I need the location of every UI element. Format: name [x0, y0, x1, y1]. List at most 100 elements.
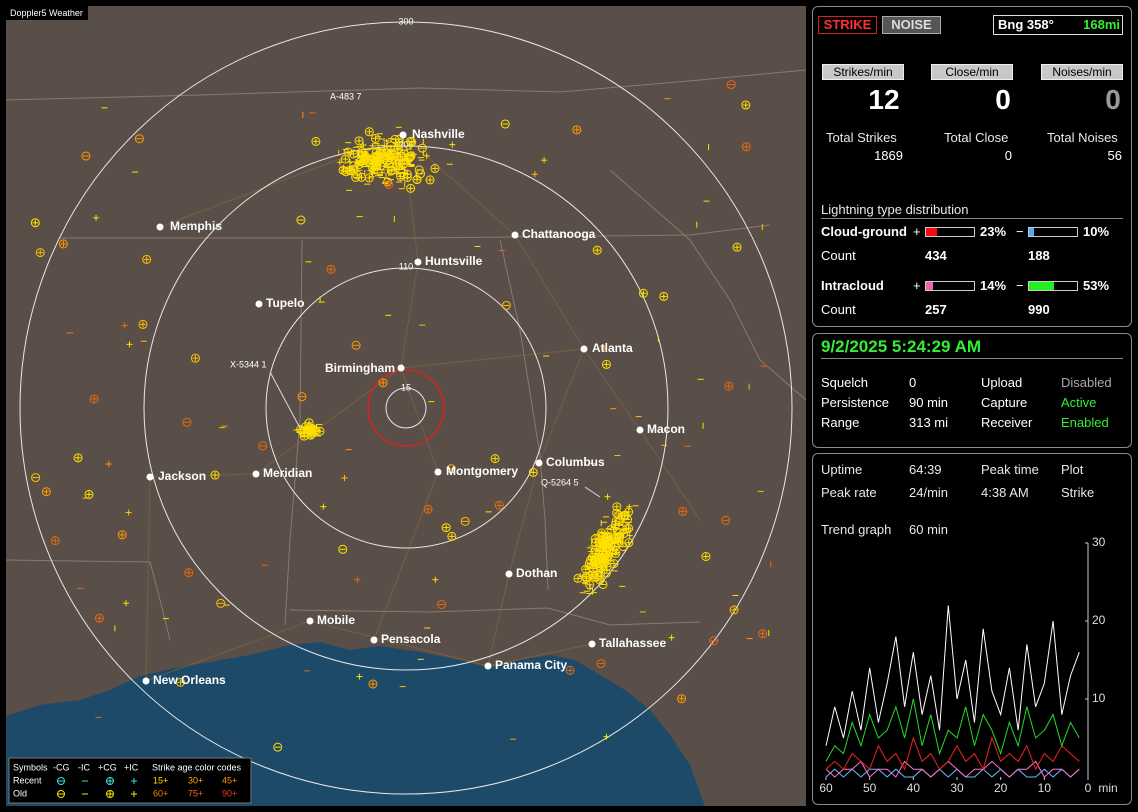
strike-symbol [412, 174, 422, 184]
strike-symbol [357, 172, 367, 182]
pct-label: 10% [1083, 224, 1110, 239]
count-value: 990 [1028, 302, 1050, 317]
pct-label: 53% [1083, 278, 1110, 293]
strike-symbol [724, 381, 734, 391]
strike-symbol [369, 142, 376, 149]
settings-cell: 90 min [909, 395, 949, 410]
strike-symbol [624, 538, 634, 548]
strike-symbol [741, 142, 751, 152]
strike-symbol [58, 239, 68, 249]
trend-line [825, 760, 1080, 778]
strike-symbol [601, 359, 611, 369]
ring-label: 15 [401, 382, 411, 392]
window-title: Doppler5 Weather [6, 6, 88, 20]
legend-header: -IC [78, 762, 90, 772]
strike-symbol [126, 341, 133, 348]
strike-symbol [595, 537, 605, 547]
count-value: 188 [1028, 248, 1050, 263]
strike-symbol [360, 142, 367, 149]
bearing-box [993, 15, 1123, 35]
stats-cell: Trend graph [821, 522, 892, 537]
city: Pensacola [370, 632, 441, 646]
strike-symbol [603, 733, 610, 740]
type-label: Intracloud [821, 278, 884, 293]
strike-symbol [356, 673, 363, 680]
pct-fill [1029, 282, 1055, 290]
strike-symbol [598, 579, 608, 589]
rate-value: 0 [1105, 84, 1121, 115]
city-label: Birmingham [325, 361, 395, 375]
strike-symbol [349, 161, 359, 171]
strike-symbol [81, 151, 91, 161]
strike-symbol [701, 552, 711, 562]
strike-symbol [592, 245, 602, 255]
strike-symbol [396, 151, 406, 161]
strike-symbol [638, 288, 648, 298]
city: Meridian [252, 466, 312, 480]
city: Jackson [146, 469, 206, 483]
stats-cell: 60 min [909, 522, 949, 537]
strike-symbol [595, 542, 605, 552]
strike-symbol [336, 159, 343, 166]
trend-line [825, 768, 1080, 778]
city: Chattanooga [511, 227, 596, 241]
y-tick-label: 10 [1092, 691, 1106, 705]
strike-symbol [423, 152, 430, 159]
distribution-title: Lightning type distribution [821, 202, 969, 217]
strike-symbol [50, 536, 60, 546]
city-label: Macon [647, 422, 685, 436]
noise-indicator[interactable]: NOISE [882, 16, 941, 34]
city: Atlanta [580, 341, 633, 355]
strike-symbol [354, 576, 361, 583]
strike-symbol [721, 515, 731, 525]
total-label: Total Strikes [826, 130, 897, 145]
strike-symbol [370, 133, 380, 143]
ring-label: 110 [399, 261, 413, 271]
legend-header: Symbols [13, 762, 48, 772]
city-label: Memphis [170, 219, 222, 233]
strike-symbol [494, 500, 504, 510]
strike-symbol [190, 353, 200, 363]
strike-symbol [182, 417, 192, 427]
settings-cell: Active [1061, 395, 1097, 410]
settings-cell: 313 mi [909, 415, 949, 430]
sign: − [1016, 278, 1024, 293]
strike-symbol [758, 629, 768, 639]
city: Birmingham [325, 361, 405, 375]
legend-header: +CG [98, 762, 117, 772]
settings-cell: 0 [909, 375, 917, 390]
legend-header: Strike age color codes [152, 762, 242, 772]
strike-symbol [384, 179, 394, 189]
pct-fill [1029, 228, 1034, 236]
ring-label: 205 [398, 139, 413, 149]
strike-symbol [73, 453, 83, 463]
strike-symbol [405, 153, 415, 163]
strike-symbol [500, 119, 510, 129]
strike-symbol [371, 161, 381, 171]
age-code: 30+ [188, 775, 203, 785]
strike-symbol [425, 175, 435, 185]
strike-symbol [210, 470, 220, 480]
strike-symbol [406, 183, 416, 193]
strike-symbol [296, 215, 306, 225]
strike-symbol [142, 254, 152, 264]
strike-symbol [393, 170, 400, 177]
strike-symbol [368, 679, 378, 689]
counters-panel [812, 6, 1132, 327]
strike-symbol [134, 134, 144, 144]
strike-symbol [600, 556, 610, 566]
strike-symbol [326, 264, 336, 274]
strike-indicator[interactable]: STRIKE [818, 16, 877, 34]
storm-label: A-483 7 [330, 91, 362, 101]
city-label: Mobile [317, 613, 355, 627]
stats-cell: Peak time [981, 462, 1039, 477]
strike-symbol [375, 145, 382, 152]
pct-bar [1028, 227, 1078, 237]
strike-symbol [581, 564, 591, 574]
strike-symbol [600, 345, 607, 352]
city-label: Meridian [263, 466, 312, 480]
strike-symbol [89, 394, 99, 404]
x-tick-label: 30 [950, 781, 964, 795]
strike-symbol [602, 533, 612, 543]
